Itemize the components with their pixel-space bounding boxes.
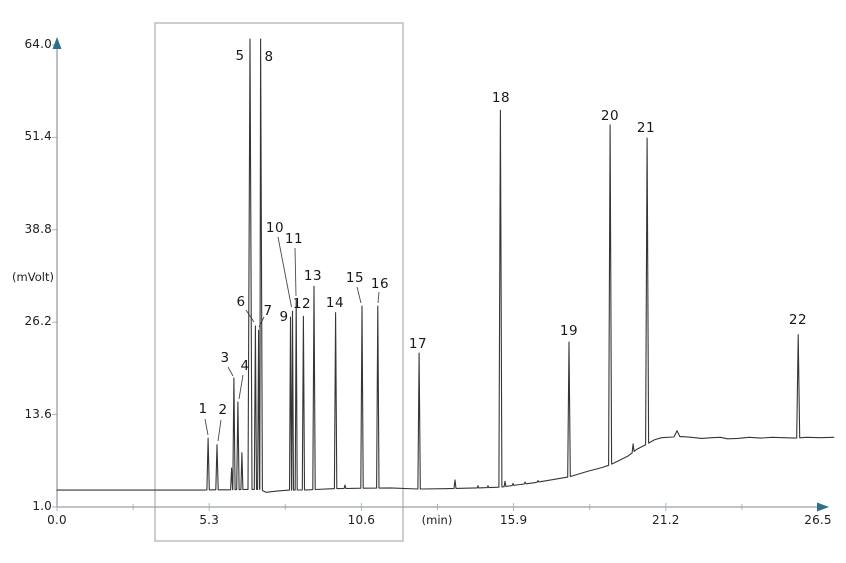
peak-leader-line-11 [294, 247, 297, 297]
peak-leader-line-16 [377, 291, 380, 304]
y-axis-arrow-icon [52, 37, 62, 49]
x-axis-arrow-icon [817, 502, 829, 512]
chromatogram-trace [56, 38, 835, 493]
peak-leader-line-10 [277, 236, 292, 308]
peak-leader-line-2 [217, 419, 222, 442]
peak-leader-line-15 [356, 286, 362, 304]
peak-leader-line-3 [227, 366, 234, 377]
highlight-box [154, 22, 404, 542]
peak-leader-line-1 [204, 418, 209, 436]
peak-leader-line-6 [245, 309, 255, 323]
peak-leader-line-4 [238, 374, 244, 400]
